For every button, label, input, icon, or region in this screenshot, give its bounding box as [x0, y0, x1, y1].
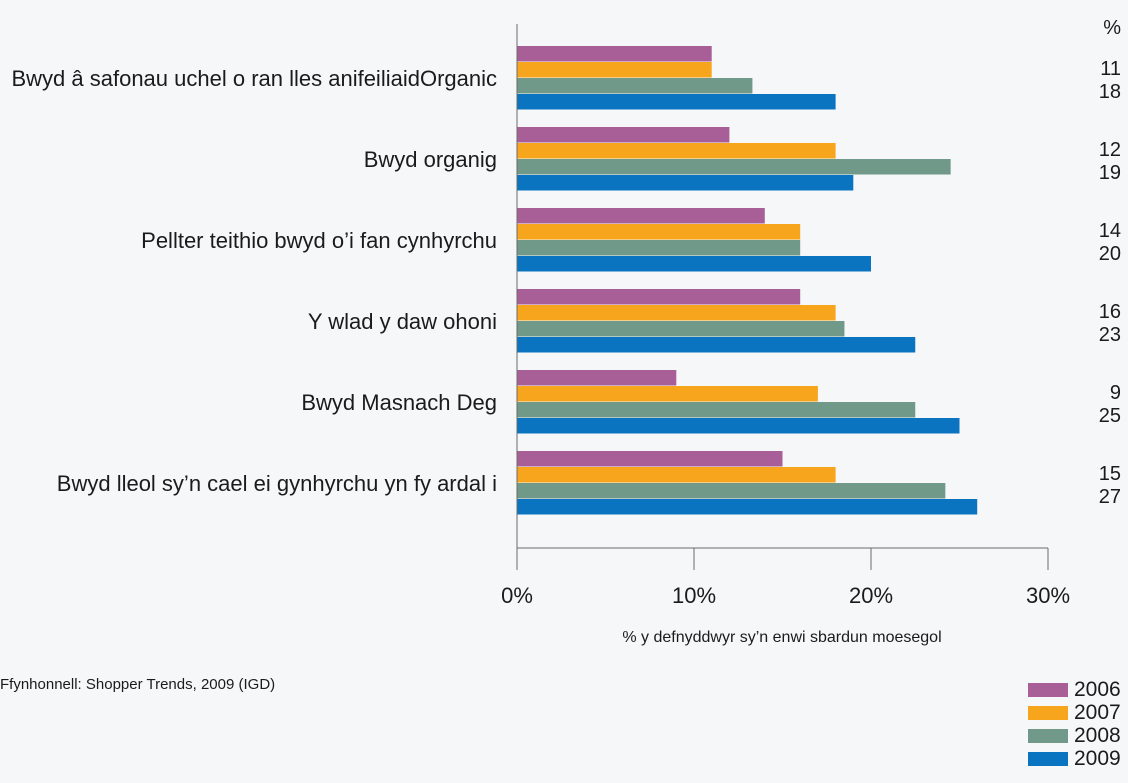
bar-2008-2 [517, 159, 951, 175]
legend-swatch [1028, 705, 1068, 720]
bar-2006-1 [517, 46, 712, 62]
bar-2007-4 [517, 305, 836, 321]
x-tick-label: 20% [849, 583, 893, 608]
legend-label: 2008 [1074, 724, 1121, 747]
legend-label: 2007 [1074, 701, 1121, 724]
bar-2008-3 [517, 240, 801, 256]
legend-item: 2009 [1028, 748, 1121, 769]
bar-2007-3 [517, 224, 801, 240]
side-label-second: 19 [1099, 162, 1121, 184]
bar-2006-3 [517, 208, 765, 224]
side-label-first: 12 [1099, 139, 1121, 161]
category-label: Bwyd â safonau uchel o ran lles anifeili… [11, 66, 497, 91]
side-label-second: 18 [1099, 81, 1121, 103]
side-label-second: 27 [1099, 486, 1121, 508]
category-label: Bwyd lleol sy’n cael ei gynhyrchu yn fy … [57, 471, 497, 496]
bar-2008-4 [517, 321, 845, 337]
legend-swatch [1028, 682, 1068, 697]
side-label-first: 9 [1110, 382, 1121, 404]
legend: 2006 2007 2008 2009 [1028, 679, 1121, 769]
bar-2009-4 [517, 337, 916, 353]
source-note: Ffynhonnell: Shopper Trends, 2009 (IGD) [0, 676, 276, 693]
bar-2009-1 [517, 94, 836, 110]
category-label: Pellter teithio bwyd o’i fan cynhyrchu [141, 228, 497, 253]
bar-2006-6 [517, 451, 783, 467]
bar-2009-5 [517, 418, 960, 434]
bar-2007-6 [517, 467, 836, 483]
side-label-first: 16 [1099, 301, 1121, 323]
side-label-first: 15 [1099, 463, 1121, 485]
side-label-second: 23 [1099, 324, 1121, 346]
bar-2007-1 [517, 62, 712, 78]
bar-2009-2 [517, 175, 854, 191]
category-label: Y wlad y daw ohoni [308, 309, 497, 334]
unit-label: % [1103, 17, 1121, 39]
legend-item: 2008 [1028, 725, 1121, 746]
legend-item: 2006 [1028, 679, 1121, 700]
bar-2006-4 [517, 289, 801, 305]
legend-item: 2007 [1028, 702, 1121, 723]
bar-2008-1 [517, 78, 753, 94]
bar-2007-5 [517, 386, 818, 402]
bar-2007-2 [517, 143, 836, 159]
side-label-first: 11 [1100, 58, 1121, 80]
bar-2009-6 [517, 499, 978, 515]
legend-swatch [1028, 751, 1068, 766]
legend-label: 2006 [1074, 678, 1121, 701]
x-tick-label: 0% [501, 583, 533, 608]
category-label: Bwyd Masnach Deg [301, 390, 497, 415]
side-label-first: 14 [1099, 220, 1121, 242]
side-label-second: 25 [1099, 405, 1121, 427]
category-label: Bwyd organig [364, 147, 497, 172]
x-tick-label: 30% [1026, 583, 1070, 608]
bar-2009-3 [517, 256, 871, 272]
bar-2006-2 [517, 127, 730, 143]
bar-2008-5 [517, 402, 916, 418]
legend-label: 2009 [1074, 747, 1121, 770]
legend-swatch [1028, 728, 1068, 743]
side-label-second: 20 [1099, 243, 1121, 265]
x-axis-title: % y defnyddwyr sy’n enwi sbardun moesego… [622, 629, 941, 646]
bar-2008-6 [517, 483, 946, 499]
bar-2006-5 [517, 370, 677, 386]
x-tick-label: 10% [672, 583, 716, 608]
